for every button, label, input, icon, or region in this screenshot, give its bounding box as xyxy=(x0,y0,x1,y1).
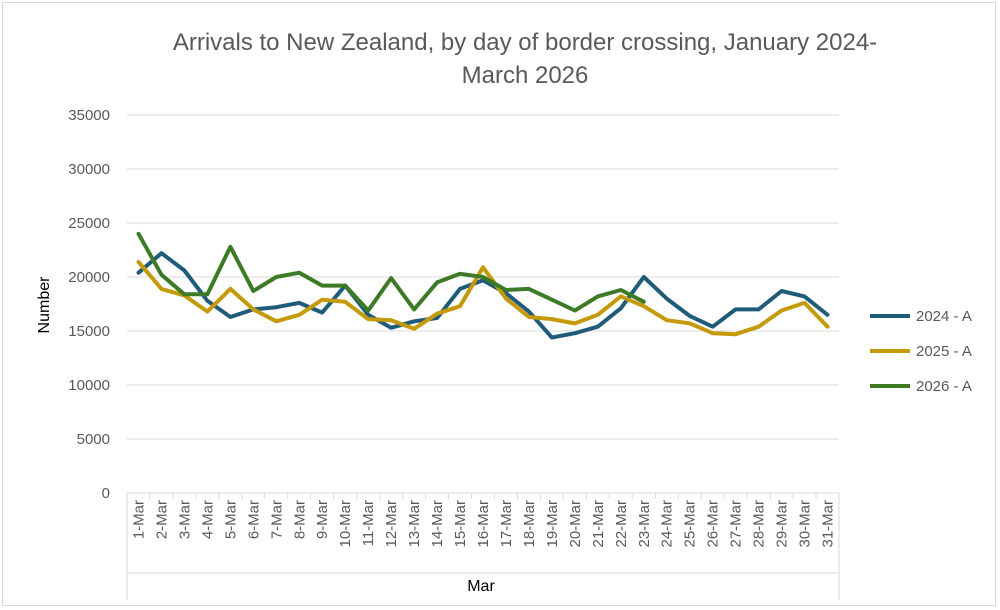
line-chart: Arrivals to New Zealand, by day of borde… xyxy=(36,29,972,600)
chart-title-line-1: Arrivals to New Zealand, by day of borde… xyxy=(173,29,877,56)
x-tick-label: 15-Mar xyxy=(452,500,469,548)
x-axis: 1-Mar 2-Mar 3-Mar 4-Mar 5-Mar 6-Mar 7-Mar 8-Mar… xyxy=(126,492,840,600)
x-tick-label: 12-Mar xyxy=(383,500,400,548)
x-tick-label: 29-Mar xyxy=(774,500,791,548)
x-tick-label: 1-Mar xyxy=(130,500,147,539)
y-tick-label: 25000 xyxy=(68,215,110,232)
x-tick-label: 4-Mar xyxy=(199,500,216,539)
x-tick-label: 16-Mar xyxy=(475,500,492,548)
legend-label: 2025 - A xyxy=(916,343,972,360)
y-tick-label: 5000 xyxy=(77,431,110,448)
x-tick-label: 11-Mar xyxy=(360,500,377,546)
y-tick-label: 35000 xyxy=(68,107,110,124)
x-tick-label: 28-Mar xyxy=(751,500,768,548)
chart-title-line-2: March 2026 xyxy=(462,62,589,89)
x-tick-label: 26-Mar xyxy=(705,500,722,548)
y-tick-label: 0 xyxy=(102,485,110,502)
y-tick-label: 30000 xyxy=(68,161,110,178)
x-tick-label: 22-Mar xyxy=(613,500,630,548)
x-tick-label: 6-Mar xyxy=(245,500,262,539)
x-tick-label: 21-Mar xyxy=(590,500,607,548)
x-tick-label: 20-Mar xyxy=(567,500,584,548)
x-tick-label: 9-Mar xyxy=(314,500,331,539)
y-tick-label: 15000 xyxy=(68,323,110,340)
y-axis-title: Number xyxy=(36,276,53,334)
chart-title: Arrivals to New Zealand, by day of borde… xyxy=(173,29,877,89)
x-tick-label: 19-Mar xyxy=(544,500,561,548)
x-tick-label: 23-Mar xyxy=(636,500,653,548)
x-tick-label: 30-Mar xyxy=(797,500,814,548)
x-tick-label: 13-Mar xyxy=(406,500,423,548)
x-tick-label: 8-Mar xyxy=(291,500,308,539)
x-axis-title: Mar xyxy=(467,578,495,595)
x-tick-label: 5-Mar xyxy=(222,500,239,539)
x-tick-label: 31-Mar xyxy=(820,500,837,548)
legend-label: 2024 - A xyxy=(916,308,972,325)
x-tick-label: 17-Mar xyxy=(498,500,515,548)
series-line-2025-a xyxy=(136,259,830,337)
x-tick-label: 2-Mar xyxy=(153,500,170,539)
y-tick-label: 20000 xyxy=(68,269,110,286)
x-tick-label: 3-Mar xyxy=(176,500,193,539)
x-tick-label: 27-Mar xyxy=(728,500,745,548)
legend-label: 2026 - A xyxy=(916,378,972,395)
y-axis-tick-labels: 0 5000 10000 15000 20000 25000 30000 35000 xyxy=(68,107,110,502)
x-tick-label: 10-Mar xyxy=(337,500,354,548)
x-tick-label: 25-Mar xyxy=(682,500,699,548)
x-tick-label: 24-Mar xyxy=(659,500,676,548)
x-tick-label: 7-Mar xyxy=(268,500,285,539)
series-line-2026-a xyxy=(136,231,646,313)
y-tick-label: 10000 xyxy=(68,377,110,394)
x-tick-label: 14-Mar xyxy=(429,500,446,548)
legend: 2024 - A 2025 - A 2026 - A xyxy=(870,308,972,395)
series-lines xyxy=(136,231,830,340)
x-tick-label: 18-Mar xyxy=(521,500,538,548)
